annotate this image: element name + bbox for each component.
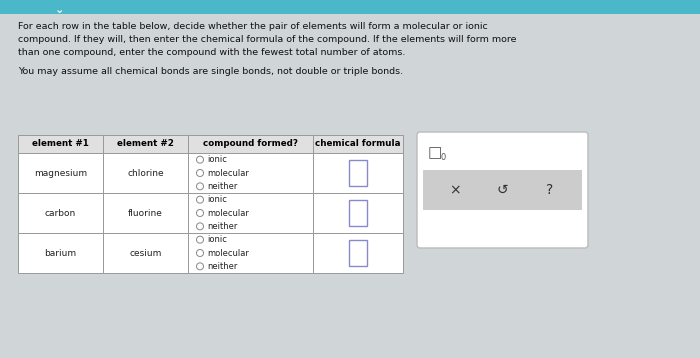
Text: molecular: molecular: [207, 169, 249, 178]
Text: neither: neither: [207, 262, 237, 271]
Bar: [188, 233, 313, 273]
Text: neither: neither: [207, 182, 237, 191]
Circle shape: [197, 183, 204, 190]
Text: For each row in the table below, decide whether the pair of elements will form a: For each row in the table below, decide …: [18, 22, 488, 31]
Bar: [18, 135, 103, 153]
Bar: [103, 135, 188, 153]
Bar: [18, 233, 103, 273]
Circle shape: [197, 209, 204, 217]
Circle shape: [197, 236, 204, 243]
Text: ionic: ionic: [207, 195, 227, 204]
FancyBboxPatch shape: [417, 132, 588, 248]
Bar: [188, 193, 313, 233]
Bar: [0, 0, 700, 14]
Text: chemical formula: chemical formula: [315, 140, 400, 149]
Bar: [313, 193, 403, 233]
Text: 0: 0: [440, 153, 446, 161]
Bar: [188, 135, 313, 153]
Text: carbon: carbon: [45, 208, 76, 218]
Bar: [18, 153, 103, 193]
Bar: [103, 233, 188, 273]
Bar: [103, 153, 188, 193]
Text: element #2: element #2: [117, 140, 174, 149]
Bar: [349, 240, 367, 266]
Text: ionic: ionic: [207, 235, 227, 244]
Circle shape: [197, 250, 204, 256]
Text: ×: ×: [449, 183, 461, 197]
Text: cesium: cesium: [130, 248, 162, 257]
Circle shape: [197, 196, 204, 203]
Text: compound. If they will, then enter the chemical formula of the compound. If the : compound. If they will, then enter the c…: [18, 35, 517, 44]
Text: compound formed?: compound formed?: [203, 140, 298, 149]
Text: fluorine: fluorine: [128, 208, 163, 218]
Text: neither: neither: [207, 222, 237, 231]
Bar: [423, 170, 582, 210]
Circle shape: [197, 263, 204, 270]
Circle shape: [197, 169, 204, 176]
Circle shape: [197, 156, 204, 163]
Circle shape: [197, 223, 204, 230]
Bar: [103, 193, 188, 233]
Bar: [313, 153, 403, 193]
Text: ↺: ↺: [496, 183, 507, 197]
Bar: [313, 233, 403, 273]
Text: magnesium: magnesium: [34, 169, 87, 178]
Text: barium: barium: [44, 248, 76, 257]
Text: element #1: element #1: [32, 140, 89, 149]
Text: chlorine: chlorine: [127, 169, 164, 178]
Bar: [18, 193, 103, 233]
Text: molecular: molecular: [207, 208, 249, 218]
Text: molecular: molecular: [207, 248, 249, 257]
Bar: [349, 160, 367, 186]
Bar: [349, 200, 367, 226]
Text: ionic: ionic: [207, 155, 227, 164]
Bar: [313, 135, 403, 153]
Bar: [188, 153, 313, 193]
Text: You may assume all chemical bonds are single bonds, not double or triple bonds.: You may assume all chemical bonds are si…: [18, 67, 403, 76]
Text: than one compound, enter the compound with the fewest total number of atoms.: than one compound, enter the compound wi…: [18, 48, 405, 57]
Text: □: □: [428, 145, 442, 160]
Text: ⌄: ⌄: [55, 5, 64, 15]
Text: ?: ?: [547, 183, 554, 197]
